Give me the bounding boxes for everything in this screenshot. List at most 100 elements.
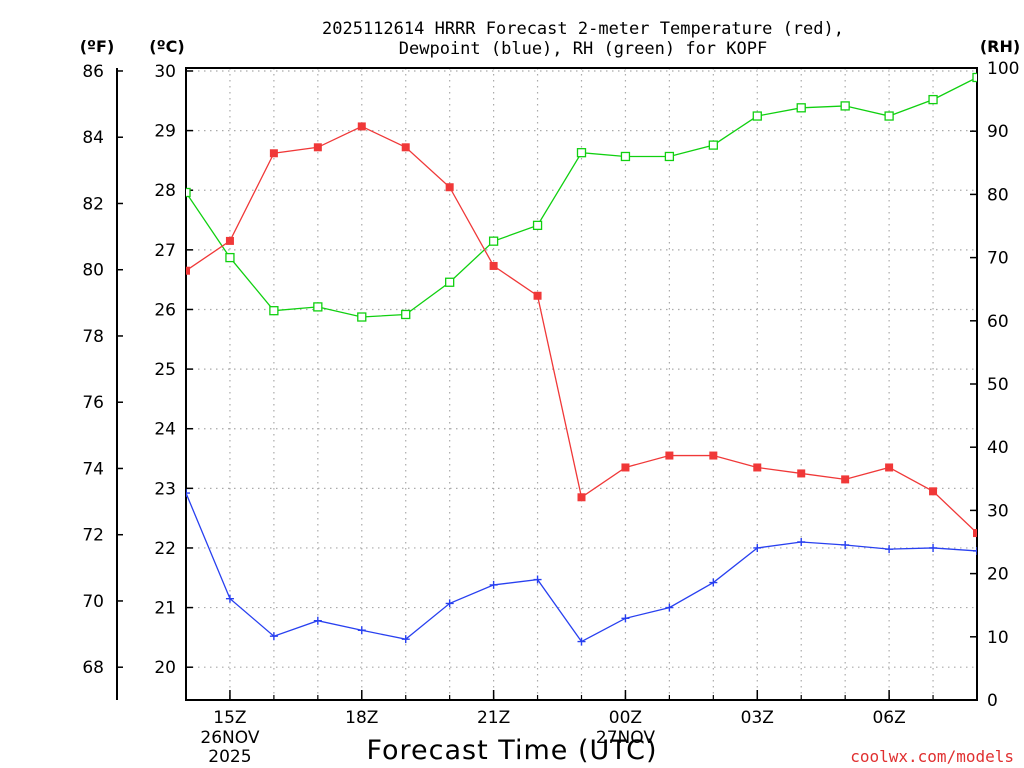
celsius-tick-label: 29 bbox=[154, 122, 176, 142]
fahrenheit-tick-label: 72 bbox=[82, 526, 104, 546]
chart-title-line1: 2025112614 HRRR Forecast 2-meter Tempera… bbox=[322, 19, 844, 39]
rh-point bbox=[186, 187, 191, 198]
dewpoint-point bbox=[841, 540, 850, 549]
dewpoint-point bbox=[313, 616, 322, 625]
dewpoint-point bbox=[929, 543, 938, 552]
rh-tick-label: 80 bbox=[987, 185, 1009, 205]
rh-point bbox=[357, 312, 367, 322]
x-tick-year-label: 2025 bbox=[208, 747, 251, 767]
dewpoint-point bbox=[533, 575, 542, 584]
fahrenheit-tick-label: 84 bbox=[82, 128, 104, 148]
dewpoint-point bbox=[225, 594, 234, 603]
x-tick-label: 15Z bbox=[213, 708, 246, 728]
x-tick-label: 00Z bbox=[609, 708, 642, 728]
dewpoint-point bbox=[445, 599, 454, 608]
dewpoint-point bbox=[709, 578, 718, 587]
temperature-point bbox=[533, 291, 542, 300]
dewpoint-point bbox=[973, 546, 977, 555]
fahrenheit-tick-label: 78 bbox=[82, 327, 104, 347]
dewpoint-point bbox=[489, 580, 498, 589]
rh-point bbox=[445, 277, 455, 287]
plot-frame bbox=[185, 67, 978, 701]
rh-point bbox=[269, 306, 279, 316]
rh-point bbox=[576, 148, 587, 158]
temperature-point bbox=[665, 451, 674, 460]
dewpoint-point bbox=[753, 543, 762, 552]
temperature-point bbox=[577, 493, 586, 502]
celsius-tick-label: 22 bbox=[154, 539, 176, 559]
temperature-point bbox=[313, 143, 322, 152]
rh-point bbox=[620, 151, 631, 162]
temperature-point bbox=[709, 451, 718, 460]
celsius-tick-label: 25 bbox=[154, 360, 176, 380]
rh-point bbox=[752, 111, 762, 121]
rh-point bbox=[972, 72, 977, 83]
dewpoint-point bbox=[269, 632, 278, 641]
celsius-tick-label: 26 bbox=[154, 300, 176, 320]
rh-tick-label: 10 bbox=[987, 628, 1009, 648]
temperature-point bbox=[885, 463, 894, 472]
fahrenheit-unit-label: (ºF) bbox=[80, 37, 115, 56]
celsius-tick-label: 21 bbox=[154, 599, 176, 619]
series-temperature bbox=[186, 122, 977, 538]
celsius-tick-label: 27 bbox=[154, 241, 176, 261]
rh-tick-label: 100 bbox=[987, 59, 1019, 79]
temperature-point bbox=[973, 529, 977, 538]
temperature-point bbox=[186, 266, 190, 275]
dewpoint-point bbox=[621, 614, 630, 623]
rh-tick-label: 20 bbox=[987, 565, 1009, 585]
series-dewpoint bbox=[186, 489, 977, 646]
dewpoint-point bbox=[186, 489, 190, 498]
x-axis-label: Forecast Time (UTC) bbox=[366, 735, 657, 766]
celsius-tick-label: 23 bbox=[154, 479, 176, 499]
celsius-tick-label: 28 bbox=[154, 181, 176, 201]
x-tick-date-label: 27NOV bbox=[596, 728, 655, 748]
celsius-tick-label: 20 bbox=[154, 658, 176, 678]
x-tick-date-label: 26NOV bbox=[200, 728, 259, 748]
chart-title-line2: Dewpoint (blue), RH (green) for KOPF bbox=[399, 39, 767, 59]
fahrenheit-tick-label: 86 bbox=[82, 62, 104, 82]
celsius-tick-label: 24 bbox=[154, 420, 176, 440]
fahrenheit-tick-label: 82 bbox=[82, 194, 104, 214]
rh-tick-label: 70 bbox=[987, 249, 1009, 269]
dewpoint-point bbox=[665, 603, 674, 612]
dewpoint-point bbox=[357, 626, 366, 635]
data-series bbox=[186, 72, 977, 646]
temperature-point bbox=[225, 236, 234, 245]
series-rh bbox=[186, 72, 977, 322]
temperature-point bbox=[621, 463, 630, 472]
rh-point bbox=[796, 103, 806, 113]
grid-lines bbox=[186, 68, 977, 700]
rh-point bbox=[840, 101, 850, 111]
fahrenheit-tick-label: 76 bbox=[82, 393, 104, 413]
temperature-point bbox=[489, 261, 498, 270]
x-tick-label: 18Z bbox=[345, 708, 378, 728]
rh-point bbox=[708, 140, 718, 150]
rh-point bbox=[488, 236, 499, 246]
fahrenheit-tick-label: 70 bbox=[82, 592, 104, 612]
celsius-unit-label: (ºC) bbox=[149, 37, 184, 56]
axes: 68 70 72 74 76 78 80 82 84 86 20 21 22 23 24 25 26 27 28 29… bbox=[82, 59, 1019, 767]
rh-point bbox=[313, 302, 323, 312]
temperature-point bbox=[357, 122, 366, 131]
rh-tick-label: 50 bbox=[987, 375, 1009, 395]
rh-tick-label: 30 bbox=[987, 501, 1009, 521]
x-tick-label: 21Z bbox=[477, 708, 510, 728]
rh-unit-label: (RH) bbox=[980, 37, 1020, 56]
rh-point bbox=[532, 220, 543, 231]
x-tick-label: 03Z bbox=[741, 708, 774, 728]
rh-tick-label: 60 bbox=[987, 312, 1009, 332]
dewpoint-point bbox=[797, 538, 806, 546]
x-tick-label: 06Z bbox=[872, 708, 905, 728]
dewpoint-point bbox=[885, 545, 894, 554]
rh-line bbox=[186, 76, 977, 318]
rh-tick-label: 0 bbox=[987, 691, 998, 711]
rh-point bbox=[401, 309, 411, 320]
rh-point bbox=[225, 252, 235, 263]
rh-point bbox=[884, 111, 894, 121]
credit-text: coolwx.com/models bbox=[850, 747, 1014, 766]
temperature-point bbox=[929, 487, 938, 496]
temperature-point bbox=[401, 143, 410, 152]
fahrenheit-tick-label: 80 bbox=[82, 261, 104, 281]
